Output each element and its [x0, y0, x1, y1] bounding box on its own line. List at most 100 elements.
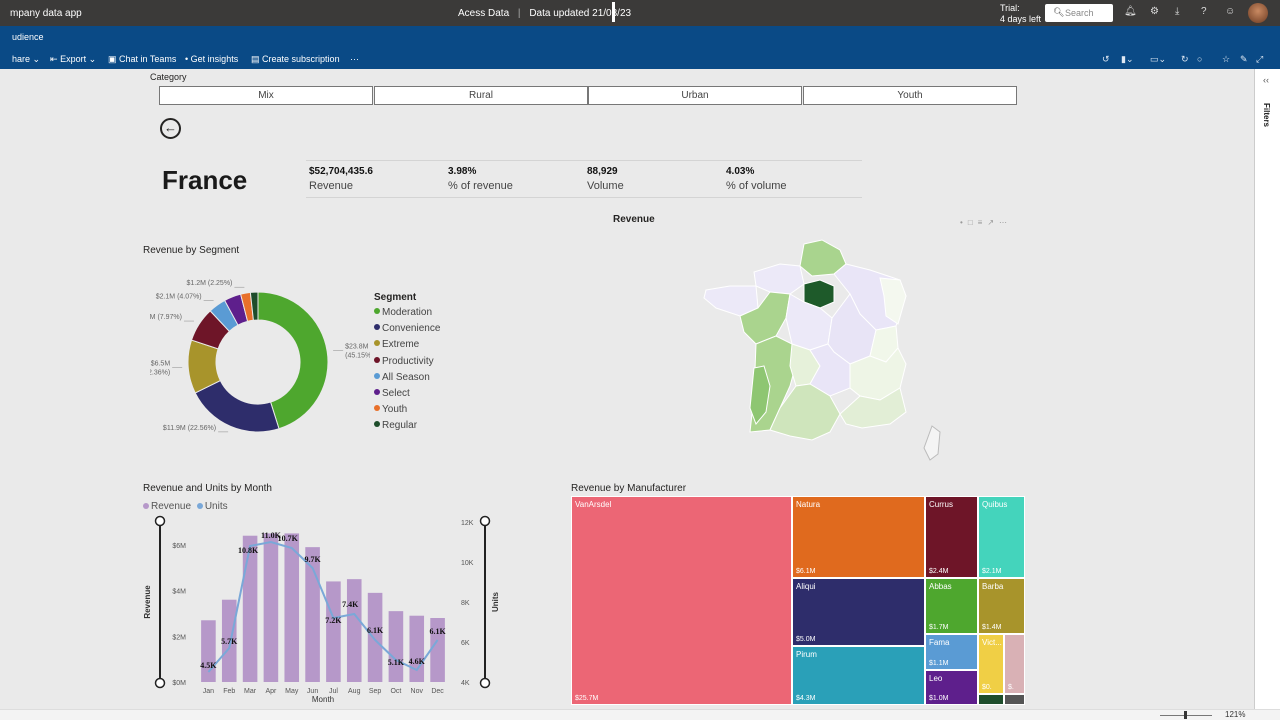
comment-icon[interactable]: ○ [1197, 54, 1203, 64]
region-normandie[interactable] [753, 263, 805, 295]
search-box[interactable]: 🔍︎ Search [1045, 4, 1113, 22]
download-icon[interactable]: ⤓ [1175, 6, 1180, 17]
help-icon[interactable]: ? [1201, 6, 1207, 17]
treemap-tile-leo[interactable]: Leo $1.0M [925, 670, 978, 705]
treemap-tile-vanarsdel[interactable]: VanArsdel $25.7M [571, 496, 792, 705]
kpi-label: Volume [587, 180, 624, 192]
revenue-bar-may[interactable] [284, 533, 300, 682]
refresh-icon[interactable]: ↻ [1181, 54, 1189, 64]
treemap-tile-victoria[interactable]: Vict... $0. [978, 634, 1004, 694]
donut-data-label: $4.2M (7.97%) [150, 314, 182, 321]
treemap-tile-other[interactable]: $. [1004, 634, 1025, 694]
units-legend-label: Units [204, 501, 228, 512]
revenue-bar-jun[interactable] [305, 547, 320, 682]
chat-in-teams-button[interactable]: ▣ Chat in Teams [108, 54, 176, 65]
slicer-option-urban[interactable]: Urban [588, 86, 802, 105]
month-label: May [285, 688, 299, 695]
legend-item-convenience[interactable]: Convenience [374, 323, 440, 334]
y2-tick-label: 12K [461, 520, 474, 527]
treemap-tile-abbas[interactable]: Abbas $1.7M [925, 578, 978, 634]
tile-value: $25.7M [575, 695, 599, 702]
view-icon[interactable]: ▭⌄ [1150, 54, 1167, 64]
tile-value: $5.0M [796, 636, 816, 643]
revenue-bar-sep[interactable] [367, 592, 383, 682]
treemap-tile-currus[interactable]: Currus $2.4M [925, 496, 978, 578]
revenue-bar-nov[interactable] [409, 615, 425, 682]
search-icon: 🔍︎ [1053, 7, 1065, 17]
treemap-tile-aliqui[interactable]: Aliqui $5.0M [792, 578, 925, 646]
revenue-bar-feb[interactable] [221, 599, 237, 682]
legend-item-extreme[interactable]: Extreme [374, 339, 419, 350]
zoom-slider-thumb[interactable] [1184, 711, 1187, 719]
region-rhone-alpes[interactable] [849, 347, 907, 401]
get-insights-button[interactable]: • Get insights [185, 54, 238, 64]
full-screen-icon[interactable]: ⤢ [1256, 54, 1264, 64]
create-subscription-button[interactable]: ▤ Create subscription [251, 54, 340, 65]
treemap-tile-natura[interactable]: Natura $6.1M [792, 496, 925, 578]
right-slider-top-handle[interactable] [479, 515, 491, 527]
treemap-tile-small-2[interactable] [1004, 694, 1025, 705]
report-subtitle[interactable]: udience [12, 32, 44, 42]
region-aquitaine-coast[interactable] [749, 365, 771, 425]
legend-item-all-season[interactable]: All Season [374, 372, 430, 383]
filter-icon[interactable]: ≡ [977, 218, 988, 227]
units-data-label: 5.1K [388, 658, 405, 667]
more-options-button[interactable]: ··· [350, 54, 359, 64]
chevron-down-icon: ⌄ [88, 54, 97, 64]
legend-item-moderation[interactable]: Moderation [374, 307, 432, 318]
chevron-left-icon[interactable]: ‹‹ [1263, 75, 1269, 85]
france-map[interactable] [700, 236, 950, 464]
revenue-bar-aug[interactable] [346, 579, 362, 682]
report-action-bar: udience hare ⌄ ⇤ Export ⌄ ▣ Chat in Team… [0, 26, 1280, 69]
revenue-bar-dec[interactable] [430, 618, 445, 682]
treemap-tile-pirum[interactable]: Pirum $4.3M [792, 646, 925, 705]
separator: | [517, 8, 521, 19]
donut-slice-moderation[interactable] [257, 291, 329, 430]
gear-icon[interactable]: ⚙ [1150, 6, 1159, 17]
treemap-tile-quibus[interactable]: Quibus $2.1M [978, 496, 1025, 578]
edit-icon[interactable]: ✎ [1240, 54, 1248, 64]
monthly-combo-chart: Revenue Units Month $0M $2M $4M $6M 4K 6K 8K 1… [143, 515, 500, 704]
reset-icon[interactable]: ↺ [1102, 54, 1110, 64]
right-slider-bottom-handle[interactable] [479, 677, 491, 689]
slicer-option-youth[interactable]: Youth [803, 86, 1017, 105]
export-button[interactable]: ⇤ Export ⌄ [50, 54, 96, 65]
legend-item-regular[interactable]: Regular [374, 420, 417, 431]
back-button[interactable]: ← [160, 118, 181, 139]
revenue-bar-mar[interactable] [242, 535, 258, 682]
more-options-icon[interactable]: ⋯ [999, 218, 1013, 227]
share-button[interactable]: hare ⌄ [12, 54, 40, 65]
treemap-tile-small-1[interactable] [978, 694, 1004, 705]
donut-data-label: $2.1M (4.07%) [156, 293, 202, 300]
region-corse[interactable] [923, 425, 941, 461]
left-slider-top-handle[interactable] [154, 515, 166, 527]
treemap-tile-barba[interactable]: Barba $1.4M [978, 578, 1025, 634]
pin-icon[interactable]: • [960, 218, 968, 227]
bell-icon[interactable]: 🔔︎ [1124, 6, 1137, 17]
legend-item-productivity[interactable]: Productivity [374, 356, 434, 367]
left-slider-bottom-handle[interactable] [154, 677, 166, 689]
treemap-tile-fama[interactable]: Fama $1.1M [925, 634, 978, 670]
copy-icon[interactable]: □ [967, 218, 978, 227]
filters-pane[interactable]: ‹‹ Filters [1254, 69, 1280, 709]
bookmark-icon[interactable]: ▮⌄ [1121, 54, 1134, 64]
feedback-icon[interactable]: ☺ [1225, 6, 1236, 17]
region-paca[interactable] [839, 387, 907, 429]
slicer-option-rural[interactable]: Rural [374, 86, 588, 105]
region-occitanie[interactable] [769, 383, 841, 441]
revenue-bar-oct[interactable] [388, 611, 404, 682]
focus-mode-icon[interactable]: ↗ [987, 218, 1000, 227]
revenue-bar-jul[interactable] [326, 581, 341, 682]
slicer-option-mix[interactable]: Mix [159, 86, 373, 105]
region-alsace[interactable] [879, 277, 907, 325]
access-data-link[interactable]: Acess Data [458, 8, 510, 19]
donut-slice-regular[interactable] [249, 291, 259, 321]
avatar[interactable] [1248, 3, 1268, 23]
revenue-bar-jan[interactable] [201, 620, 216, 682]
legend-item-youth[interactable]: Youth [374, 404, 407, 415]
app-name[interactable]: mpany data app [10, 8, 82, 19]
legend-item-select[interactable]: Select [374, 388, 410, 399]
favorite-icon[interactable]: ☆ [1222, 54, 1231, 64]
revenue-bar-apr[interactable] [263, 533, 279, 682]
